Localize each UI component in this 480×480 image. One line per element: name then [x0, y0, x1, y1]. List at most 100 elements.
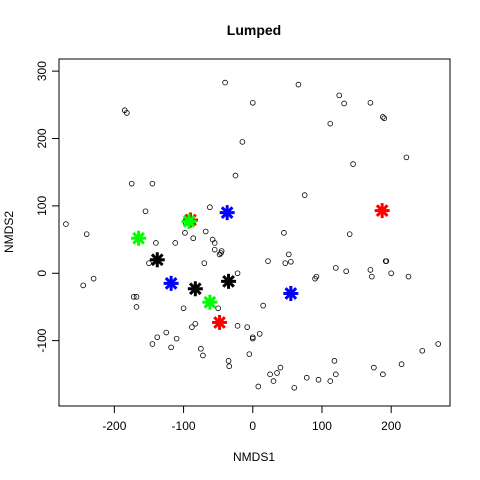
- data-point: [142, 208, 149, 215]
- data-point: [331, 358, 338, 364]
- y-axis: -100 0 100 200 300: [35, 61, 60, 353]
- y-tick-label: 200: [35, 128, 49, 148]
- data-point: [173, 335, 180, 342]
- x-tick-label: 200: [381, 419, 401, 433]
- x-axis-label: NMDS1: [233, 450, 275, 464]
- data-point: [270, 378, 277, 384]
- group-stars: [131, 203, 390, 330]
- star-marker: [131, 230, 147, 246]
- data-point: [246, 351, 253, 357]
- data-point: [381, 115, 388, 122]
- x-tick-label: 100: [312, 419, 332, 433]
- data-point: [313, 273, 320, 280]
- data-point: [200, 352, 206, 359]
- data-point: [172, 240, 179, 246]
- star-marker: [181, 213, 197, 229]
- data-point: [274, 370, 280, 376]
- data-point: [405, 273, 412, 280]
- data-point: [146, 260, 152, 266]
- x-tick-label: 0: [249, 419, 256, 433]
- star-marker: [187, 281, 203, 297]
- data-point: [149, 341, 156, 347]
- data-point: [343, 268, 349, 275]
- data-point: [149, 180, 156, 187]
- data-point: [215, 305, 221, 312]
- data-point: [189, 324, 195, 330]
- site-points: [63, 79, 442, 391]
- data-point: [380, 114, 386, 120]
- star-marker: [219, 205, 235, 221]
- data-point: [198, 345, 204, 352]
- y-axis-label: NMDS2: [2, 211, 16, 253]
- star-marker: [212, 314, 228, 330]
- data-point: [327, 378, 334, 384]
- data-point: [380, 371, 386, 378]
- data-point: [419, 347, 426, 354]
- data-point: [211, 246, 218, 253]
- data-point: [128, 180, 135, 187]
- data-point: [201, 260, 208, 266]
- data-point: [90, 275, 97, 282]
- data-point: [277, 364, 284, 371]
- y-tick-label: -100: [35, 328, 49, 352]
- data-point: [315, 376, 322, 383]
- star-marker: [283, 285, 299, 301]
- data-point: [80, 282, 87, 289]
- data-point: [154, 334, 161, 341]
- data-point: [190, 235, 197, 242]
- data-point: [83, 231, 90, 237]
- data-point: [346, 231, 353, 237]
- data-point: [255, 383, 262, 390]
- data-point: [207, 204, 213, 211]
- data-point: [202, 228, 209, 235]
- data-point: [367, 99, 374, 106]
- data-point: [234, 323, 241, 329]
- data-point: [403, 154, 410, 161]
- data-point: [260, 302, 266, 309]
- data-point: [435, 341, 442, 347]
- data-point: [153, 240, 159, 246]
- data-point: [267, 371, 273, 378]
- data-point: [336, 92, 343, 99]
- data-point: [327, 120, 334, 127]
- y-tick-label: 300: [35, 61, 49, 81]
- x-tick-label: -100: [172, 419, 196, 433]
- data-point: [301, 192, 308, 198]
- plot-frame: [58, 58, 451, 407]
- y-tick-label: 100: [35, 196, 49, 216]
- data-point: [218, 248, 225, 254]
- data-point: [398, 361, 405, 368]
- data-point: [124, 110, 130, 116]
- data-point: [130, 294, 137, 300]
- data-point: [63, 221, 69, 227]
- data-point: [288, 259, 294, 265]
- data-point: [383, 258, 390, 264]
- star-marker: [163, 275, 179, 291]
- data-point: [133, 304, 140, 310]
- star-marker: [149, 252, 165, 268]
- data-point: [222, 79, 228, 86]
- data-point: [239, 139, 246, 145]
- data-point: [249, 99, 256, 106]
- data-point: [133, 294, 140, 300]
- data-point: [211, 240, 218, 246]
- data-point: [303, 374, 310, 381]
- x-tick-label: -200: [102, 419, 126, 433]
- data-point: [371, 364, 377, 371]
- data-point: [232, 172, 239, 179]
- data-point: [281, 230, 287, 236]
- data-point: [265, 258, 271, 264]
- data-point: [333, 371, 339, 378]
- data-point: [388, 270, 394, 277]
- data-point: [168, 344, 174, 351]
- data-point: [341, 100, 347, 107]
- data-point: [285, 251, 292, 258]
- data-point: [244, 324, 251, 330]
- data-point: [295, 81, 302, 88]
- star-marker: [221, 273, 237, 289]
- data-point: [225, 358, 232, 364]
- data-point: [282, 260, 289, 266]
- data-point: [226, 363, 233, 370]
- data-point: [256, 331, 263, 337]
